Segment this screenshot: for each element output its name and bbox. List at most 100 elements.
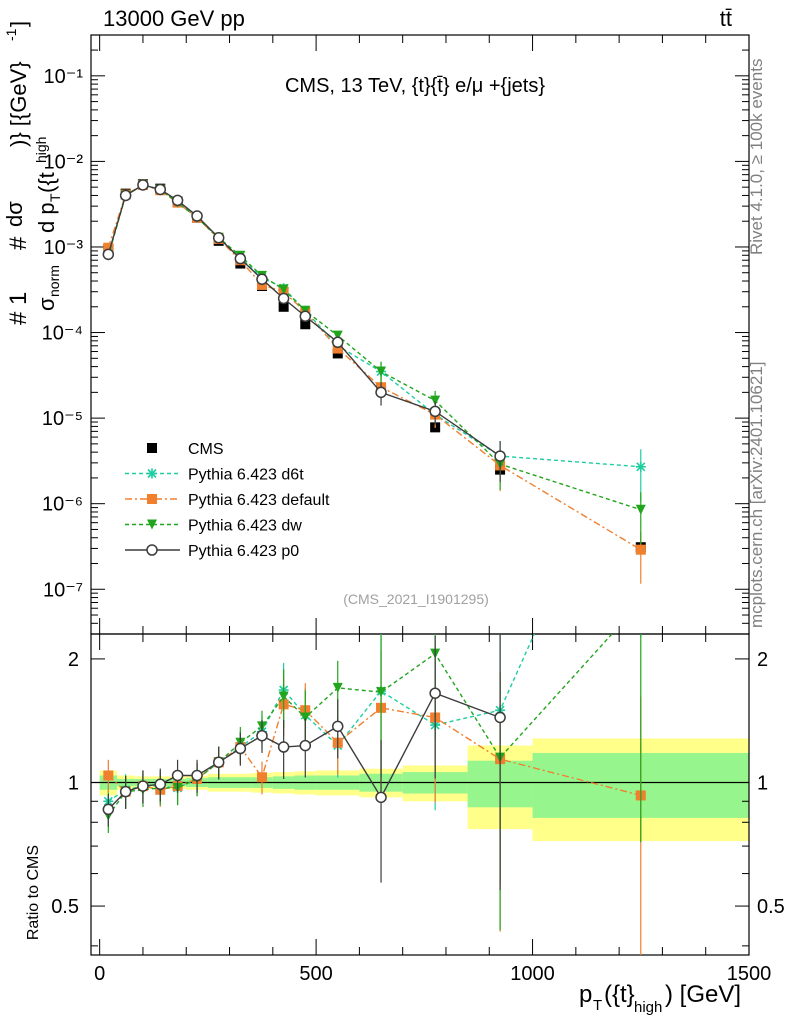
data-point (277, 292, 290, 305)
data-point (635, 504, 646, 515)
ytick-label: 10⁻¹ (44, 66, 84, 88)
data-point (332, 336, 344, 349)
ratio-line (107, 634, 613, 817)
data-point (102, 248, 115, 261)
series-2 (103, 179, 646, 584)
ratio-ytick-label: 0.5 (51, 896, 79, 918)
svg-text:high: high (33, 137, 49, 163)
legend-label: Pythia 6.423 default (188, 492, 330, 509)
ytick-label: 10⁻⁴ (42, 323, 83, 345)
watermark: (CMS_2021_I1901295) (343, 591, 489, 607)
ytick-label: 10⁻² (44, 151, 84, 173)
svg-text:σ: σ (34, 297, 59, 311)
chart-marks (102, 179, 646, 955)
series-1 (103, 179, 646, 501)
series-line (107, 184, 641, 468)
data-point (430, 395, 441, 406)
ratio-point (332, 682, 343, 693)
svg-text:T: T (593, 997, 602, 1014)
ratio-ytick-label-right: 0.5 (757, 896, 785, 918)
data-point (256, 273, 268, 285)
svg-text:)} [{GeV}: )} [{GeV} (6, 61, 31, 147)
legend-entry-2: Pythia 6.423 default (125, 492, 330, 509)
ratio-point (171, 769, 184, 782)
ratio-point (300, 712, 311, 723)
ratio-point (429, 687, 441, 699)
ratio-ytick-label-right: 1 (757, 772, 768, 794)
legend-label: Pythia 6.423 d6t (188, 467, 304, 484)
data-point (154, 183, 167, 196)
data-point (635, 461, 646, 472)
svg-text:T: T (47, 193, 63, 202)
ytick-label: 10⁻⁶ (42, 494, 83, 516)
svg-text:({t: ({t (34, 172, 59, 193)
ratio-point (212, 756, 225, 769)
legend: CMS Pythia 6.423 d6t Pythia 6.423 default P… (125, 441, 330, 560)
ratio-point (234, 742, 247, 755)
header-right: tt̄ (719, 6, 732, 31)
ratio-point (278, 691, 289, 702)
data-point (332, 343, 343, 354)
data-point (212, 232, 225, 244)
data-point (137, 179, 149, 191)
svg-text:norm: norm (46, 265, 62, 297)
chart-title: CMS, 13 TeV, {t}{t̄} e/μ +{jets} (285, 75, 545, 97)
main-ylabel: # 1 σ norm # dσ d p T ({t high )} [{GeV}… (2, 21, 63, 325)
legend-marker (147, 468, 157, 479)
data-point (494, 450, 506, 462)
legend-marker (146, 544, 158, 556)
legend-marker (147, 443, 157, 453)
ratio-uncertainty-bands (91, 738, 749, 842)
xtick-label: 1000 (510, 963, 555, 985)
ratio-point (256, 772, 267, 783)
ratio-point (256, 729, 268, 742)
svg-text:#: # (5, 311, 32, 325)
legend-entry-3: Pythia 6.423 dw (125, 518, 302, 535)
data-point (429, 405, 441, 418)
ratio-point (332, 720, 344, 733)
ratio-ylabel: Ratio to CMS (25, 845, 42, 940)
data-point (375, 386, 387, 399)
ratio-ytick-label: 1 (68, 772, 79, 794)
xtick-label: 500 (299, 963, 332, 985)
data-point (332, 330, 343, 341)
ratio-point (154, 778, 167, 791)
ratio-ytick-label: 2 (68, 649, 79, 671)
svg-text:d p: d p (34, 202, 59, 233)
xlabel: p T ({t} high ) [GeV] (579, 981, 741, 1016)
ratio-point (102, 803, 115, 816)
legend-label: Pythia 6.423 p0 (188, 543, 299, 560)
chart-axes: 10⁻⁷ 10⁻⁶ 10⁻⁵ 10⁻⁴ 10⁻³ 10⁻² 10⁻¹ 0.5 0.5 1 1 2 2 0 5… (42, 34, 785, 985)
xtick-label: 1500 (727, 963, 772, 985)
legend-entry-0: CMS (147, 441, 224, 458)
ytick-label: 10⁻⁵ (42, 408, 83, 430)
svg-text:-1: -1 (3, 28, 19, 41)
ratio-point (376, 687, 387, 698)
data-point (278, 301, 289, 312)
ratio-line (107, 703, 641, 797)
ratio-point (137, 780, 149, 792)
data-point (103, 242, 114, 253)
data-point (234, 252, 247, 265)
ratio-point (191, 769, 203, 782)
data-point (635, 544, 646, 555)
ratio-line (107, 634, 536, 802)
svg-text:) [GeV]: ) [GeV] (665, 981, 741, 1008)
svg-text:]: ] (6, 21, 31, 27)
data-point (376, 366, 387, 377)
data-point (171, 194, 184, 207)
legend-marker (147, 519, 157, 530)
ratio-frame (90, 633, 750, 956)
series-4 (102, 179, 506, 482)
ratio-point (299, 739, 312, 752)
legend-marker (147, 494, 157, 504)
legend-entry-1: Pythia 6.423 d6t (125, 467, 304, 484)
data-point (299, 310, 312, 323)
svg-text:dσ: dσ (2, 201, 27, 227)
data-point (191, 210, 203, 222)
ratio-series-3 (102, 634, 506, 890)
ratio-point (103, 770, 114, 781)
svg-text:high: high (634, 999, 662, 1016)
data-point (300, 319, 311, 330)
